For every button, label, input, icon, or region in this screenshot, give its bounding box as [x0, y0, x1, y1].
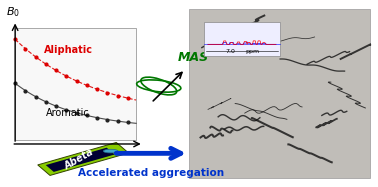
- Bar: [204, 22, 280, 56]
- Point: [43, 100, 49, 103]
- Bar: [15, 28, 136, 140]
- Point: [94, 116, 100, 119]
- Point: [125, 97, 131, 100]
- Text: MAS: MAS: [178, 50, 209, 64]
- Point: [12, 82, 18, 85]
- Point: [104, 91, 110, 94]
- Text: Aromatic: Aromatic: [46, 108, 90, 118]
- Point: [84, 114, 90, 117]
- Bar: [189, 9, 370, 178]
- Point: [22, 47, 28, 50]
- Text: Abeta: Abeta: [63, 147, 96, 171]
- Point: [33, 55, 39, 58]
- Text: Accelerated aggregation: Accelerated aggregation: [78, 168, 224, 178]
- Point: [64, 108, 70, 111]
- Point: [125, 121, 131, 124]
- Point: [53, 105, 59, 108]
- Ellipse shape: [103, 149, 118, 153]
- Point: [104, 118, 110, 121]
- Polygon shape: [38, 142, 129, 175]
- Point: [53, 69, 59, 72]
- Point: [43, 63, 49, 66]
- Point: [33, 95, 39, 98]
- Point: [64, 75, 70, 78]
- Point: [22, 89, 28, 92]
- Text: $B_0$: $B_0$: [6, 5, 20, 19]
- Text: 7.0: 7.0: [226, 49, 235, 54]
- Polygon shape: [46, 148, 115, 172]
- Point: [84, 84, 90, 87]
- Point: [74, 111, 80, 114]
- Text: ppm: ppm: [246, 49, 260, 54]
- Point: [94, 88, 100, 91]
- Point: [115, 94, 121, 97]
- Text: Aliphatic: Aliphatic: [43, 45, 93, 55]
- Point: [115, 120, 121, 123]
- Point: [12, 38, 18, 41]
- Point: [74, 79, 80, 82]
